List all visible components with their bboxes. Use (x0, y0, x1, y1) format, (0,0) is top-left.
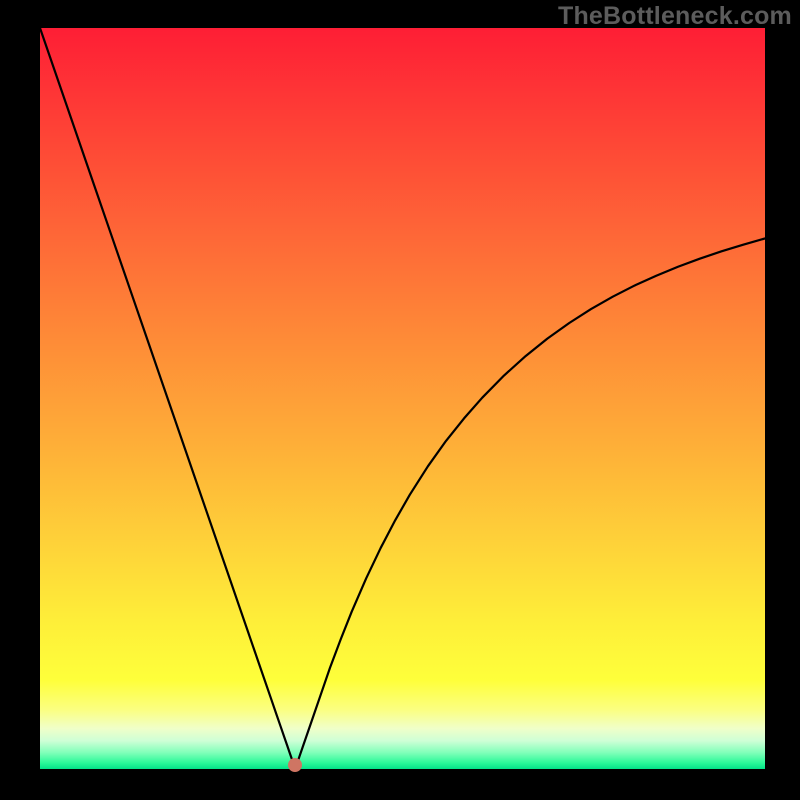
plot-background (40, 28, 765, 769)
chart-container: TheBottleneck.com (0, 0, 800, 800)
watermark-text: TheBottleneck.com (558, 2, 792, 31)
